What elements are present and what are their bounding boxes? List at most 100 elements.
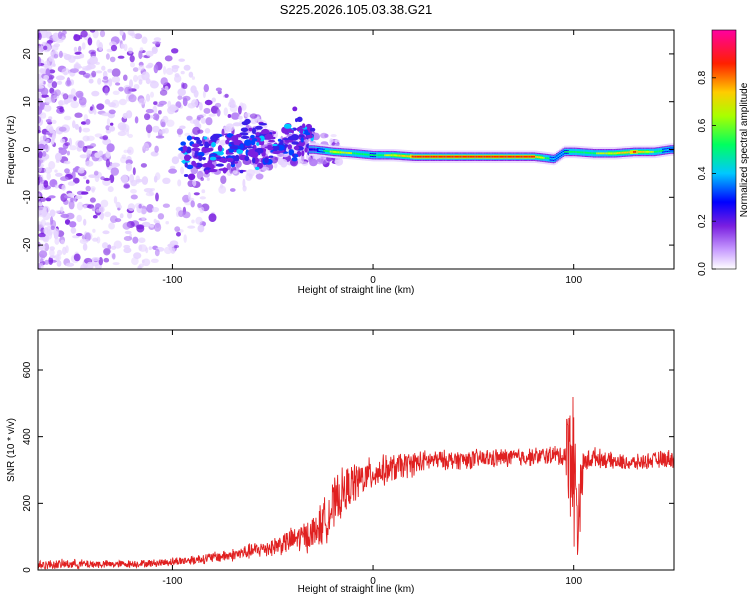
ridge-cell bbox=[520, 155, 523, 158]
noise-cell bbox=[60, 176, 69, 182]
noise-cell bbox=[226, 162, 231, 171]
noise-cell bbox=[85, 160, 94, 167]
noise-cell bbox=[55, 172, 63, 177]
ridge-cell bbox=[506, 155, 509, 158]
ridge-cell bbox=[573, 150, 576, 153]
noise-cell bbox=[154, 222, 162, 232]
noise-cell bbox=[153, 37, 162, 42]
noise-cell bbox=[102, 135, 109, 141]
turbulence-cell bbox=[302, 123, 306, 129]
noise-cell bbox=[69, 68, 79, 73]
noise-cell bbox=[145, 78, 151, 85]
noise-cell bbox=[125, 162, 132, 172]
ridge-cell bbox=[315, 148, 318, 151]
noise-cell bbox=[107, 68, 113, 73]
ridge-cell bbox=[639, 150, 642, 153]
ridge-cell bbox=[337, 151, 340, 154]
noise-cell bbox=[49, 246, 55, 251]
y-tick-label: 0 bbox=[22, 146, 33, 152]
turbulence-cell bbox=[239, 132, 249, 136]
noise-cell bbox=[118, 98, 127, 106]
noise-cell bbox=[220, 183, 224, 189]
ridge-cell bbox=[662, 149, 664, 152]
noise-cell bbox=[171, 156, 180, 165]
turbulence-cell bbox=[287, 144, 292, 150]
noise-cell bbox=[170, 247, 176, 254]
ridge-cell bbox=[663, 149, 666, 152]
ridge-cell bbox=[472, 155, 475, 158]
noise-cell bbox=[200, 177, 204, 182]
noise-cell bbox=[195, 216, 203, 225]
ridge-cell bbox=[450, 155, 453, 158]
ridge-cell bbox=[410, 155, 412, 158]
ridge-cell bbox=[398, 154, 401, 157]
noise-cell bbox=[85, 179, 90, 184]
noise-cell bbox=[53, 43, 60, 48]
ridge-cell bbox=[363, 153, 366, 156]
noise-cell bbox=[160, 77, 168, 86]
ridge-cell bbox=[377, 154, 380, 157]
turbulence-cell bbox=[235, 133, 242, 138]
noise-cell bbox=[76, 201, 84, 211]
colorbar-gradient bbox=[712, 30, 736, 269]
noise-cell bbox=[215, 87, 222, 92]
noise-cell bbox=[45, 197, 52, 202]
ridge-cell bbox=[562, 151, 565, 154]
noise-cell bbox=[205, 117, 213, 126]
noise-cell bbox=[38, 202, 43, 207]
noise-cell bbox=[145, 108, 154, 114]
turbulence-cell bbox=[196, 139, 203, 145]
ridge-cell bbox=[342, 151, 345, 154]
turbulence-cell bbox=[191, 143, 200, 148]
ridge-cell bbox=[331, 150, 334, 153]
noise-cell bbox=[72, 120, 76, 129]
ridge-cell bbox=[633, 151, 636, 153]
noise-cell bbox=[145, 93, 151, 102]
noise-cell bbox=[73, 96, 77, 102]
turbulence-cell bbox=[236, 149, 244, 154]
ridge-cell bbox=[567, 150, 570, 153]
ridge-cell bbox=[554, 157, 557, 160]
turbulence-cell bbox=[249, 151, 259, 158]
noise-cell bbox=[311, 132, 320, 141]
noise-cell bbox=[168, 168, 178, 174]
ridge-cell bbox=[332, 150, 335, 153]
noise-cell bbox=[155, 192, 159, 202]
noise-cell bbox=[74, 112, 83, 118]
noise-cell bbox=[129, 174, 135, 183]
noise-cell bbox=[38, 143, 46, 151]
ridge-cell bbox=[477, 155, 480, 158]
turbulence-cell bbox=[217, 145, 223, 152]
noise-cell bbox=[107, 244, 112, 250]
noise-cell bbox=[85, 118, 91, 125]
ridge-cell bbox=[435, 155, 438, 158]
noise-cell bbox=[75, 90, 84, 98]
noise-cell bbox=[63, 160, 71, 165]
noise-cell bbox=[111, 99, 120, 109]
noise-cell bbox=[103, 76, 109, 80]
noise-cell bbox=[216, 108, 221, 117]
noise-cell bbox=[111, 162, 120, 168]
ridge-cell bbox=[385, 154, 388, 157]
y-tick-label: 600 bbox=[22, 361, 33, 378]
noise-cell bbox=[74, 123, 79, 130]
noise-cell bbox=[79, 154, 88, 159]
noise-cell bbox=[115, 201, 121, 208]
turbulence-cell bbox=[300, 137, 304, 143]
noise-cell bbox=[56, 260, 62, 267]
ridge-cell bbox=[645, 150, 648, 153]
noise-cell bbox=[103, 112, 111, 117]
noise-cell bbox=[203, 84, 209, 93]
noise-cell bbox=[91, 187, 95, 193]
noise-cell bbox=[106, 143, 115, 153]
noise-cell bbox=[190, 200, 195, 208]
noise-cell bbox=[141, 36, 148, 44]
y-tick-label: -10 bbox=[22, 190, 33, 205]
ridge-cell bbox=[536, 156, 539, 158]
noise-cell bbox=[61, 30, 67, 35]
noise-cell bbox=[117, 55, 125, 59]
noise-cell bbox=[51, 119, 57, 124]
noise-cell bbox=[74, 195, 83, 200]
turbulence-cell bbox=[287, 136, 295, 141]
noise-cell bbox=[40, 219, 47, 227]
